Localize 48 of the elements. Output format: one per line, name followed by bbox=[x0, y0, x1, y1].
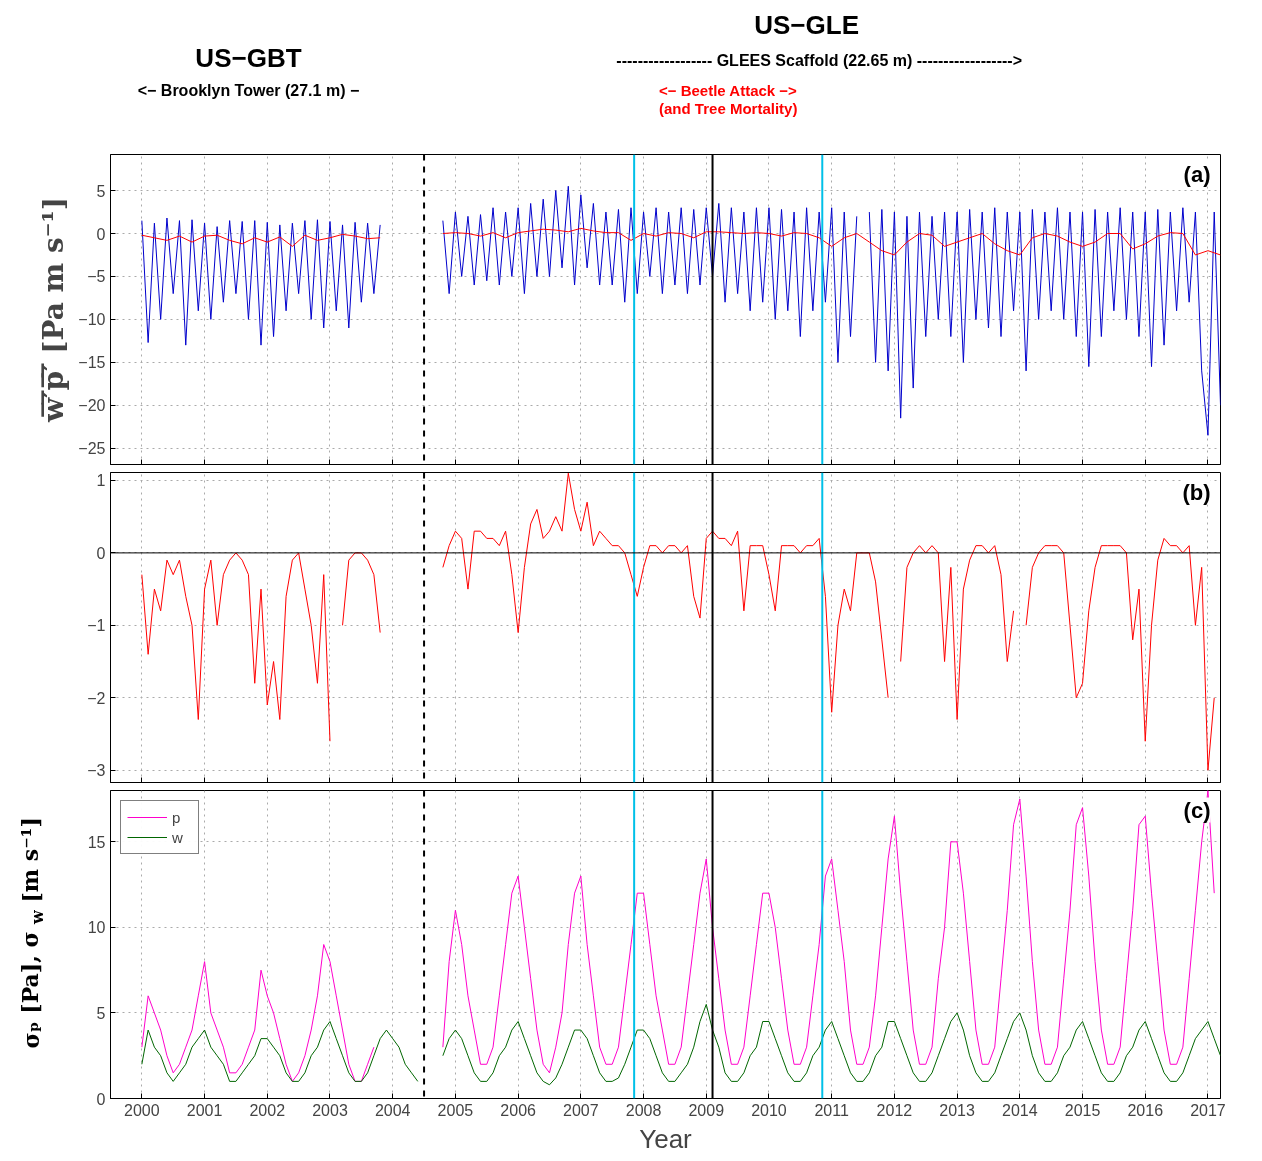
y-tick-label: 5 bbox=[96, 1004, 106, 1022]
y-tick-label: −20 bbox=[78, 397, 106, 415]
text: <− Beetle Attack −> bbox=[659, 82, 798, 99]
x-tick-label: 2005 bbox=[437, 1101, 474, 1119]
x-tick-label: 2013 bbox=[939, 1101, 976, 1119]
y-tick-label: −1 bbox=[87, 617, 106, 635]
x-tick-label: 2007 bbox=[563, 1101, 599, 1119]
x-tick-label: 2003 bbox=[312, 1101, 348, 1119]
y-axis-title: w̅′̅p̅′̅ [Pa m s⁻¹] bbox=[37, 196, 71, 424]
y-tick-label: −5 bbox=[87, 268, 106, 286]
x-tick-label: 2012 bbox=[876, 1101, 913, 1119]
text: <− Brooklyn Tower (27.1 m) − bbox=[137, 82, 360, 99]
y-tick-label: 5 bbox=[96, 182, 106, 200]
legend-label: p bbox=[172, 808, 182, 826]
y-tick-label: −15 bbox=[78, 354, 106, 372]
annotation: (b) bbox=[1182, 479, 1211, 505]
text: US−GBT bbox=[195, 42, 302, 73]
y-tick-label: −25 bbox=[78, 440, 106, 458]
x-tick-label: 2009 bbox=[688, 1101, 725, 1119]
x-axis-title: Year bbox=[639, 1123, 693, 1154]
x-tick-label: 2010 bbox=[751, 1101, 787, 1119]
text: US−GLE bbox=[754, 9, 859, 40]
x-tick-label: 2016 bbox=[1127, 1101, 1164, 1119]
y-tick-label: 1 bbox=[96, 472, 106, 490]
x-tick-label: 2011 bbox=[814, 1101, 849, 1119]
annotation: (a) bbox=[1183, 161, 1211, 187]
annotation: (c) bbox=[1183, 797, 1211, 823]
y-tick-label: 0 bbox=[96, 544, 106, 562]
x-tick-label: 2014 bbox=[1002, 1101, 1038, 1119]
x-tick-label: 2015 bbox=[1064, 1101, 1101, 1119]
y-tick-label: 15 bbox=[87, 833, 106, 851]
text: ------------------ GLEES Scaffold (22.65 m) ------------------> bbox=[616, 52, 1022, 69]
legend-label: w bbox=[172, 828, 184, 846]
y-tick-label: 0 bbox=[96, 1090, 106, 1108]
x-tick-label: 2000 bbox=[124, 1101, 160, 1119]
x-tick-label: 2006 bbox=[500, 1101, 537, 1119]
y-axis-title: σₚ [Pa], σw [m s⁻¹] bbox=[17, 817, 47, 1049]
x-tick-label: 2002 bbox=[249, 1101, 286, 1119]
y-tick-label: 0 bbox=[96, 225, 106, 243]
x-tick-label: 2001 bbox=[186, 1101, 223, 1119]
y-tick-label: −2 bbox=[87, 689, 106, 707]
x-tick-label: 2008 bbox=[625, 1101, 662, 1119]
y-tick-label: −10 bbox=[78, 311, 106, 329]
x-tick-label: 2004 bbox=[374, 1101, 411, 1119]
y-tick-label: 10 bbox=[87, 919, 106, 937]
y-tick-label: −3 bbox=[87, 762, 106, 780]
x-tick-label: 2017 bbox=[1190, 1101, 1226, 1119]
text: (and Tree Mortality) bbox=[659, 100, 798, 117]
